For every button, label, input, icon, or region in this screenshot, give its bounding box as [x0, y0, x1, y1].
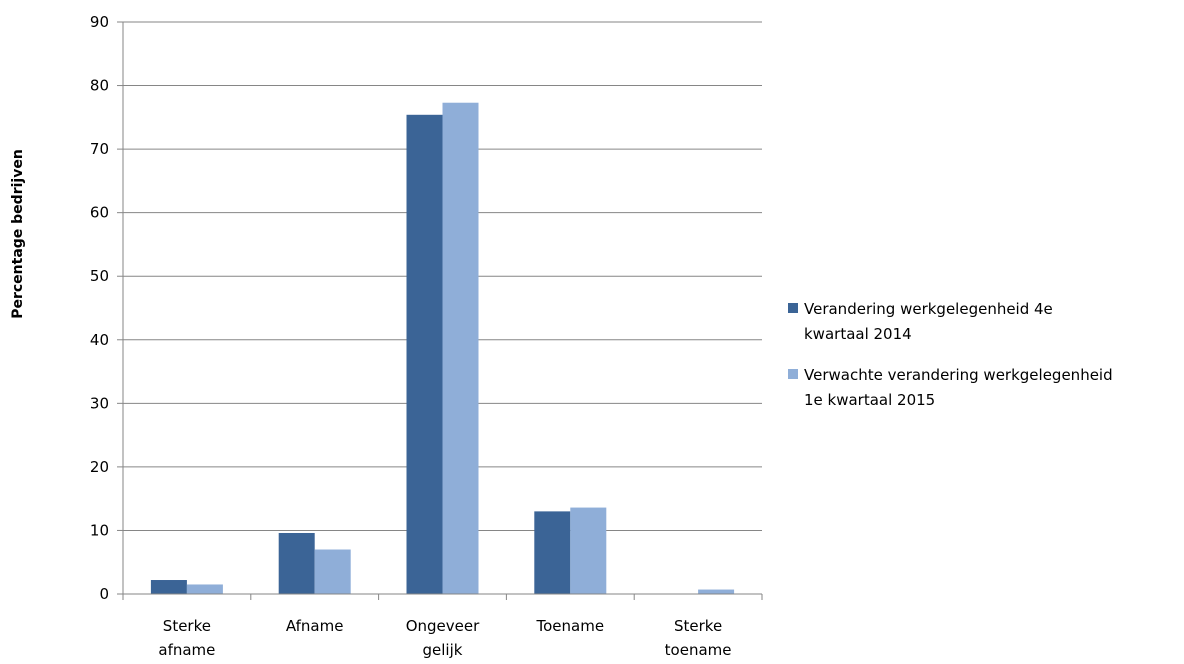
bar-series-2-cat-1: [186, 584, 223, 594]
y-tick-label-20: 20: [90, 458, 109, 476]
x-tick-label-1-line-2: afname: [158, 641, 215, 659]
legend-label-series-1: Verandering werkgelegenheid 4e kwartaal …: [804, 300, 1053, 343]
x-tick-label-4-line-1: Toename: [536, 617, 605, 635]
x-tick-label-5-line-2: toename: [665, 641, 732, 659]
y-tick-label-60: 60: [90, 204, 109, 222]
legend-swatch-series-2: [788, 369, 798, 379]
bars: [150, 102, 735, 595]
legend-item-series-2: Verwachte verandering werkgelegenheid 1e…: [788, 363, 1178, 413]
y-tick-label-80: 80: [90, 77, 109, 95]
x-tick-label-1-line-1: Sterke: [163, 617, 211, 635]
y-tick-label-0: 0: [99, 585, 109, 603]
y-tick-label-90: 90: [90, 13, 109, 31]
bar-series-2-cat-2: [314, 549, 351, 594]
legend-label-series-2: Verwachte verandering werkgelegenheid 1e…: [804, 366, 1113, 409]
x-tick-label-2-line-1: Afname: [286, 617, 344, 635]
x-tick-label-3-line-2: gelijk: [423, 641, 463, 659]
y-tick-label-70: 70: [90, 140, 109, 158]
y-tick-label-40: 40: [90, 331, 109, 349]
bar-series-1-cat-4: [534, 511, 571, 594]
bar-series-1-cat-1: [150, 580, 187, 594]
bar-series-2-cat-3: [442, 102, 479, 595]
bar-series-1-cat-2: [278, 532, 315, 594]
legend-item-series-1: Verandering werkgelegenheid 4e kwartaal …: [788, 297, 1178, 347]
y-tick-label-50: 50: [90, 267, 109, 285]
y-tick-label-30: 30: [90, 394, 109, 412]
bar-series-1-cat-3: [406, 114, 443, 595]
bar-series-2-cat-5: [698, 589, 735, 594]
bar-series-2-cat-4: [570, 507, 607, 594]
axes: 0 10 20 30 40 50 60 70 80 90 Sterke afname Afname Ong…: [90, 13, 763, 659]
y-tick-label-10: 10: [90, 521, 109, 539]
y-axis-label: Percentage bedrijven: [10, 149, 26, 319]
legend-swatch-series-1: [788, 303, 798, 313]
x-tick-label-5-line-1: Sterke: [674, 617, 722, 635]
x-tick-label-3-line-1: Ongeveer: [406, 617, 480, 635]
legend: Verandering werkgelegenheid 4e kwartaal …: [788, 297, 1178, 429]
